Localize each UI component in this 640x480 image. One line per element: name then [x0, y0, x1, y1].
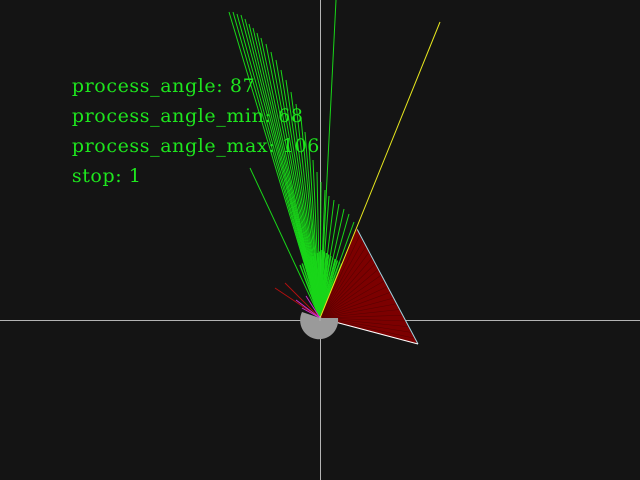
green-long-ray [319, 0, 337, 319]
hud-line-process-angle: process_angle: 87 [71, 75, 256, 97]
auxiliary-rays [274, 21, 441, 319]
red-sector-ray [319, 303, 397, 319]
red-sector-ray [319, 309, 400, 319]
hud-key: stop [71, 165, 116, 187]
yellow-heading-ray [319, 21, 441, 319]
green-outer-ray [249, 167, 321, 319]
hud-value: 1 [128, 165, 142, 187]
green-ray-fan [228, 0, 355, 319]
red-sector-ray [319, 269, 379, 319]
red-sector-ray [319, 234, 361, 319]
red-sector-ray [319, 280, 385, 319]
status-overlay: process_angle: 87 process_angle_min: 68 … [32, 41, 320, 187]
magenta-ray [305, 295, 321, 319]
red-sector-ray [319, 257, 373, 319]
magenta-ray [301, 307, 321, 319]
hud-key: process_angle [71, 75, 217, 97]
red-sector-ray [319, 297, 394, 319]
hud-key: process_angle_min [71, 105, 265, 127]
red-sector-ray [319, 240, 364, 319]
red-sector-ray [319, 314, 403, 319]
hud-line-process-angle-max: process_angle_max: 106 [71, 135, 320, 157]
hud-value: 87 [229, 75, 256, 97]
red-sector-ray [319, 263, 376, 319]
hud-value: 68 [278, 105, 304, 127]
green-scan-ray [236, 13, 321, 317]
hud-line-stop: stop: 1 [71, 165, 142, 187]
red-sector-ray [319, 274, 382, 319]
dark-red-ray [284, 282, 321, 319]
hud-key: process_angle_max [71, 135, 269, 157]
robot-disk [300, 312, 339, 340]
dark-red-ray [274, 287, 321, 319]
hud-value: 106 [281, 135, 320, 157]
hud-line-process-angle-min: process_angle_min: 68 [71, 105, 304, 127]
red-sector-ray [319, 251, 370, 319]
sector-far-edge [356, 228, 419, 345]
red-sector-ray [319, 286, 388, 319]
red-sector-ray [319, 246, 367, 319]
red-sector-ray [319, 291, 391, 319]
magenta-ray [295, 299, 321, 319]
robot-body [300, 312, 339, 340]
